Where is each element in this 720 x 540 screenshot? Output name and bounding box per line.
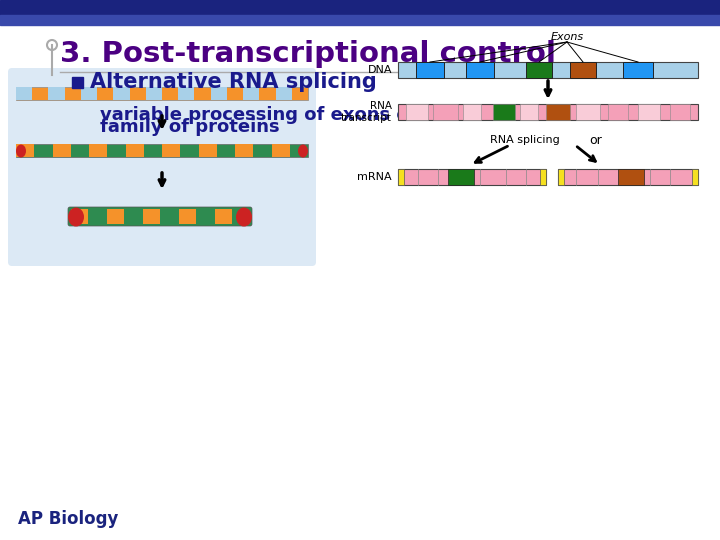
Bar: [16, 144, 308, 157]
Bar: [433, 104, 458, 120]
Bar: [623, 62, 653, 78]
Text: variable processing of exons creates a: variable processing of exons creates a: [100, 106, 490, 124]
FancyBboxPatch shape: [8, 68, 316, 266]
Bar: [618, 169, 644, 185]
Bar: [558, 169, 564, 185]
Bar: [125, 144, 144, 157]
Bar: [215, 209, 232, 224]
Bar: [113, 87, 130, 100]
Bar: [608, 104, 628, 120]
Text: 3. Post-transcriptional control: 3. Post-transcriptional control: [60, 40, 556, 68]
Bar: [398, 169, 546, 185]
Polygon shape: [81, 106, 95, 120]
Bar: [398, 104, 698, 120]
Text: RNA splicing: RNA splicing: [490, 135, 559, 145]
Bar: [53, 144, 71, 157]
Bar: [72, 77, 83, 88]
Bar: [243, 87, 259, 100]
Bar: [638, 104, 660, 120]
Bar: [570, 62, 596, 78]
Bar: [211, 87, 227, 100]
Bar: [199, 144, 217, 157]
Bar: [466, 62, 494, 78]
Text: DNA: DNA: [367, 65, 392, 75]
Bar: [493, 104, 515, 120]
Bar: [271, 144, 289, 157]
Bar: [670, 104, 690, 120]
Bar: [692, 169, 698, 185]
Bar: [162, 144, 180, 157]
Text: AP Biology: AP Biology: [18, 510, 118, 528]
Bar: [463, 104, 481, 120]
Bar: [16, 87, 308, 100]
Text: Alternative RNA splicing: Alternative RNA splicing: [90, 72, 377, 92]
Bar: [398, 169, 404, 185]
Ellipse shape: [16, 145, 26, 158]
Ellipse shape: [236, 207, 252, 226]
Bar: [143, 209, 160, 224]
Bar: [145, 87, 162, 100]
Bar: [0, 0, 720, 15]
Text: Exons: Exons: [550, 32, 584, 42]
Ellipse shape: [298, 145, 308, 158]
Text: mRNA: mRNA: [357, 172, 392, 182]
Bar: [81, 87, 97, 100]
Text: family of proteins: family of proteins: [100, 118, 279, 136]
Bar: [179, 87, 194, 100]
Ellipse shape: [68, 207, 84, 226]
Bar: [179, 209, 196, 224]
Bar: [16, 87, 32, 100]
Bar: [107, 209, 124, 224]
Bar: [526, 62, 552, 78]
Bar: [448, 169, 474, 185]
Text: or: or: [590, 133, 603, 146]
Bar: [558, 169, 698, 185]
Bar: [71, 209, 88, 224]
Bar: [89, 144, 107, 157]
Bar: [235, 144, 253, 157]
Bar: [48, 87, 65, 100]
Text: RNA
transcript: RNA transcript: [341, 101, 392, 123]
Bar: [416, 62, 444, 78]
Bar: [576, 104, 600, 120]
FancyBboxPatch shape: [68, 207, 252, 226]
Bar: [276, 87, 292, 100]
Bar: [406, 104, 428, 120]
Bar: [540, 169, 546, 185]
Bar: [398, 62, 698, 78]
Bar: [16, 144, 35, 157]
Bar: [546, 104, 570, 120]
Bar: [520, 104, 538, 120]
Bar: [0, 15, 720, 25]
